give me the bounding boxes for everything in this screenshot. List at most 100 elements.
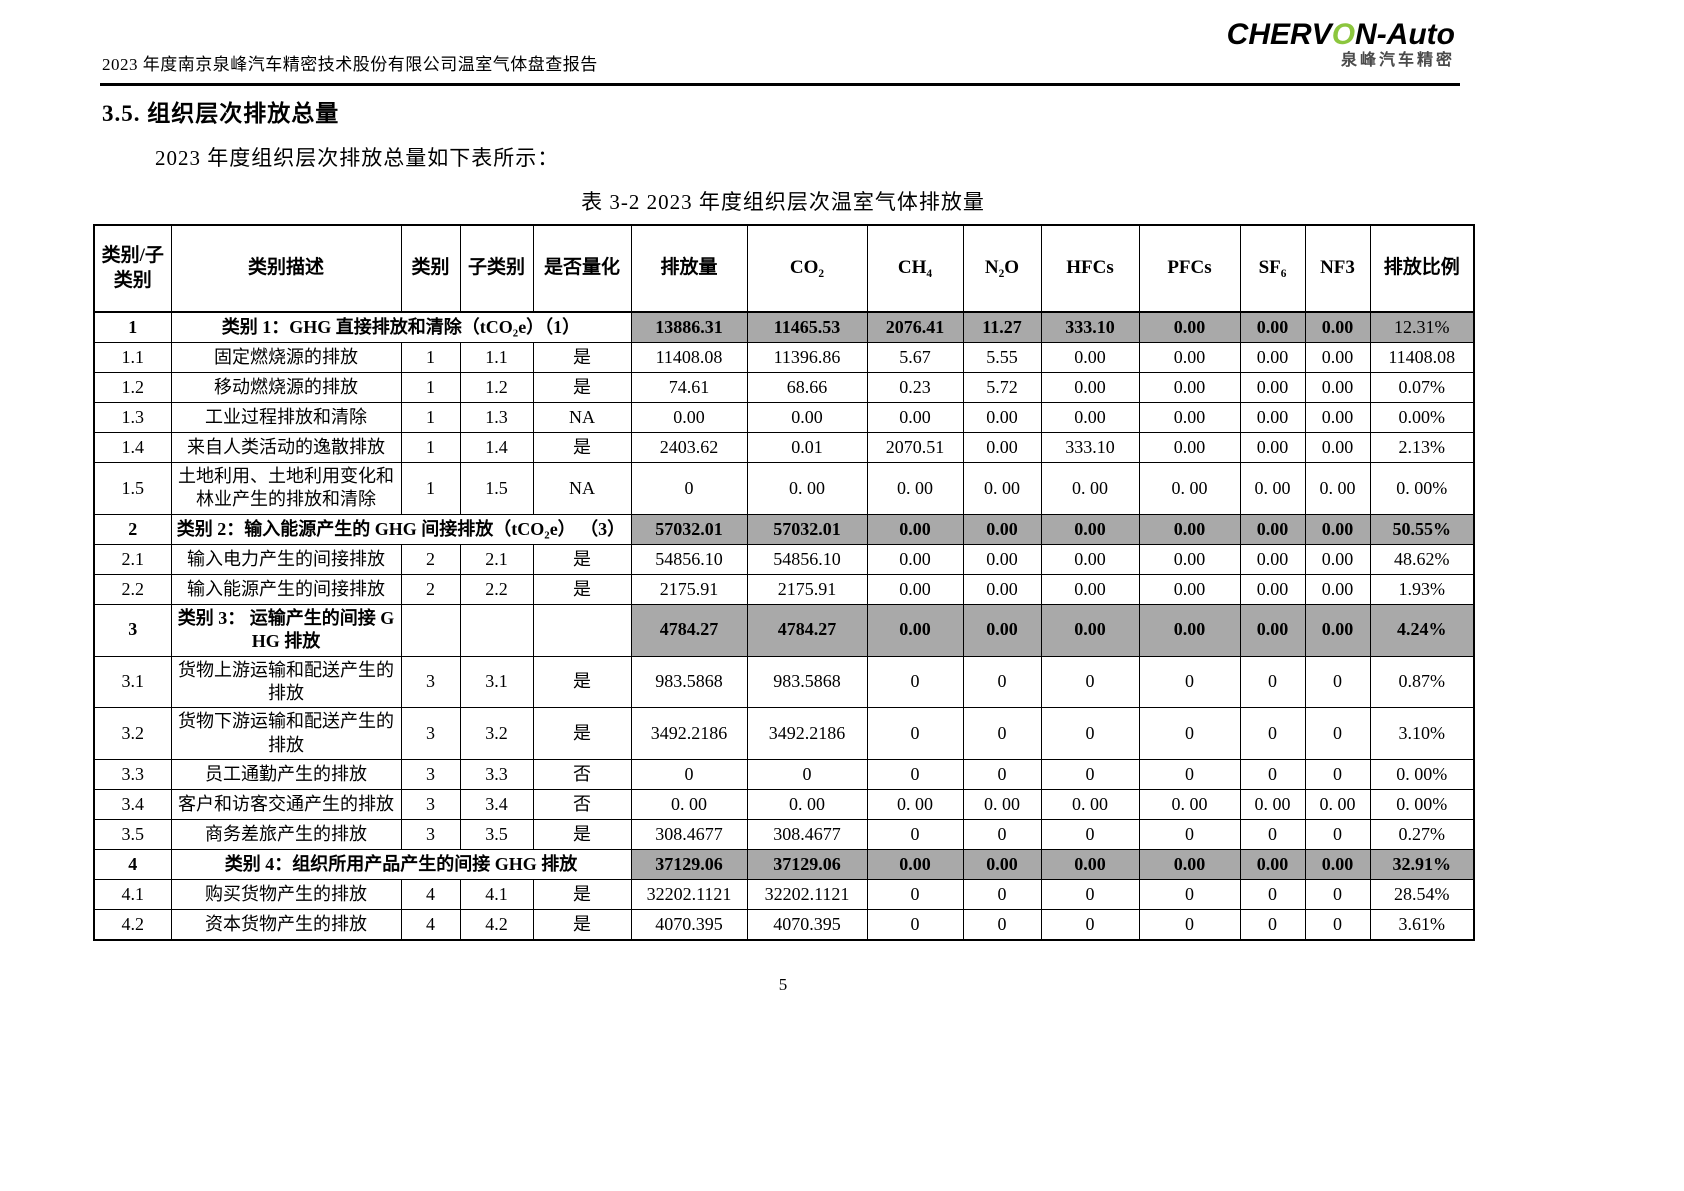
section-heading: 3.5. 组织层次排放总量: [102, 101, 340, 126]
cell-category-id: 1.5: [93, 462, 172, 515]
cell-value: 0: [1040, 909, 1140, 941]
logo-chinese-subtitle: 泉峰汽车精密: [1340, 52, 1455, 69]
cell-value: 0: [1040, 819, 1140, 851]
cell-value: 3492.2186: [630, 707, 748, 761]
column-header: 是否量化: [532, 224, 632, 313]
cell-value: 4784.27: [746, 603, 868, 657]
cell-value: 0.00: [1239, 603, 1306, 657]
cell-value: 0: [866, 655, 964, 709]
cell-value: 5.72: [962, 372, 1042, 403]
cell-value: 12.31%: [1369, 311, 1475, 343]
cell-value: 333.10: [1040, 432, 1140, 463]
cell-description: 输入电力产生的间接排放: [170, 543, 402, 575]
cell-value: 0: [962, 879, 1042, 911]
cell-value: 2175.91: [630, 573, 748, 605]
cell-value: 0.00: [1040, 573, 1140, 605]
cell-value: 54856.10: [630, 543, 748, 575]
cell-value: 54856.10: [746, 543, 868, 575]
cell-quantified: [532, 603, 632, 657]
table-row: 4.1 购买货物产生的排放 4 4.1 是 32202.1121 32202.1121 0 0 0…: [93, 879, 1475, 911]
cell-description: 输入能源产生的间接排放: [170, 573, 402, 605]
column-header: 类别描述: [170, 224, 402, 313]
cell-description: 类别 2：输入能源产生的 GHG 间接排放（tCO₂e） （3）: [170, 513, 632, 545]
column-header: 排放比例: [1369, 224, 1475, 313]
cell-value: 0.00: [962, 543, 1042, 575]
cell-value: 0: [1239, 707, 1306, 761]
cell-subcategory: 4.1: [459, 879, 534, 911]
cell-value: 0. 00: [866, 789, 964, 821]
cell-value: 0: [962, 909, 1042, 941]
table-row: 3.4 客户和访客交通产生的排放 3 3.4 否 0. 00 0. 00 0. 00 0. 00…: [93, 789, 1475, 821]
cell-category: 3: [400, 789, 461, 821]
cell-value: 0.00: [1304, 573, 1371, 605]
table-row: 3.5 商务差旅产生的排放 3 3.5 是 308.4677 308.4677 0 0 0 0 0 0 0…: [93, 819, 1475, 851]
cell-category-id: 2: [93, 513, 172, 545]
cell-category-id: 2.1: [93, 543, 172, 575]
column-header: PFCs: [1138, 224, 1241, 313]
cell-value: 0.00: [1138, 311, 1241, 343]
cell-value: 0: [866, 879, 964, 911]
cell-subcategory: 3.5: [459, 819, 534, 851]
table-header: 类别/子类别 类别描述 类别 子类别 是否量化 排放量 CO₂ CH₄ N₂O HFCs PFCs S…: [93, 224, 1475, 313]
logo-wordmark: CHERVON-Auto: [1227, 20, 1455, 50]
cell-value: 11408.08: [1369, 342, 1475, 373]
cell-value: 0.00: [1239, 311, 1306, 343]
cell-value: 0.00: [962, 513, 1042, 545]
cell-value: 0.00: [1138, 573, 1241, 605]
cell-value: 0.00: [866, 849, 964, 881]
table-row: 2.2 输入能源产生的间接排放 2 2.2 是 2175.91 2175.91 0.00 0.0…: [93, 573, 1475, 605]
column-header: SF₆: [1239, 224, 1306, 313]
cell-value: 0.00: [1138, 849, 1241, 881]
table-row: 3 类别 3： 运输产生的间接 GHG 排放 4784.27 4784.27 0.00 0…: [93, 603, 1475, 657]
cell-description: 员工通勤产生的排放: [170, 759, 402, 791]
cell-value: 57032.01: [746, 513, 868, 545]
cell-value: 0. 00: [1138, 789, 1241, 821]
cell-value: 0: [962, 759, 1042, 791]
table-row: 1.1 固定燃烧源的排放 1 1.1 是 11408.08 11396.86 5.67 5.55…: [93, 342, 1475, 373]
cell-description: 类别 3： 运输产生的间接 GHG 排放: [170, 603, 402, 657]
cell-value: 0.00: [1304, 402, 1371, 433]
cell-subcategory: 2.2: [459, 573, 534, 605]
cell-value: 3.10%: [1369, 707, 1475, 761]
cell-value: 0.00: [1040, 342, 1140, 373]
cell-category-id: 1.2: [93, 372, 172, 403]
emissions-table: 类别/子类别 类别描述 类别 子类别 是否量化 排放量 CO₂ CH₄ N₂O HFCs PFCs S…: [93, 224, 1475, 942]
cell-category: [400, 603, 461, 657]
cell-value: 0: [1138, 909, 1241, 941]
cell-value: 1.93%: [1369, 573, 1475, 605]
column-header: NF3: [1304, 224, 1371, 313]
cell-value: 37129.06: [630, 849, 748, 881]
cell-value: 0.00: [1304, 543, 1371, 575]
cell-value: 4.24%: [1369, 603, 1475, 657]
column-header: HFCs: [1040, 224, 1140, 313]
cell-quantified: 是: [532, 543, 632, 575]
cell-value: 0.27%: [1369, 819, 1475, 851]
cell-category: 4: [400, 879, 461, 911]
cell-value: 0.87%: [1369, 655, 1475, 709]
cell-subcategory: 1.1: [459, 342, 534, 373]
cell-value: 32202.1121: [746, 879, 868, 911]
table-row: 1.5 土地利用、土地利用变化和林业产生的排放和清除 1 1.5 NA 0 0. 00 0. …: [93, 462, 1475, 515]
cell-value: 0. 00: [746, 789, 868, 821]
cell-value: 2070.51: [866, 432, 964, 463]
cell-value: 0: [1304, 655, 1371, 709]
cell-value: 0. 00: [1040, 789, 1140, 821]
logo-text-suffix: N-Auto: [1355, 18, 1455, 51]
cell-category: 1: [400, 372, 461, 403]
cell-subcategory: 3.4: [459, 789, 534, 821]
cell-category-id: 3.2: [93, 707, 172, 761]
report-title: 2023 年度南京泉峰汽车精密技术股份有限公司温室气体盘查报告: [102, 55, 598, 74]
cell-description: 来自人类活动的逸散排放: [170, 432, 402, 463]
cell-value: 0. 00: [866, 462, 964, 515]
header-divider: [100, 83, 1460, 86]
cell-value: 0. 00: [1304, 462, 1371, 515]
cell-value: 0. 00: [962, 462, 1042, 515]
cell-value: 0: [1239, 655, 1306, 709]
cell-category: 3: [400, 655, 461, 709]
cell-value: 28.54%: [1369, 879, 1475, 911]
cell-quantified: 是: [532, 879, 632, 911]
table-row: 2.1 输入电力产生的间接排放 2 2.1 是 54856.10 54856.10 0.00 0…: [93, 543, 1475, 575]
cell-value: 0. 00: [1239, 462, 1306, 515]
cell-value: 983.5868: [746, 655, 868, 709]
cell-value: 0: [866, 909, 964, 941]
